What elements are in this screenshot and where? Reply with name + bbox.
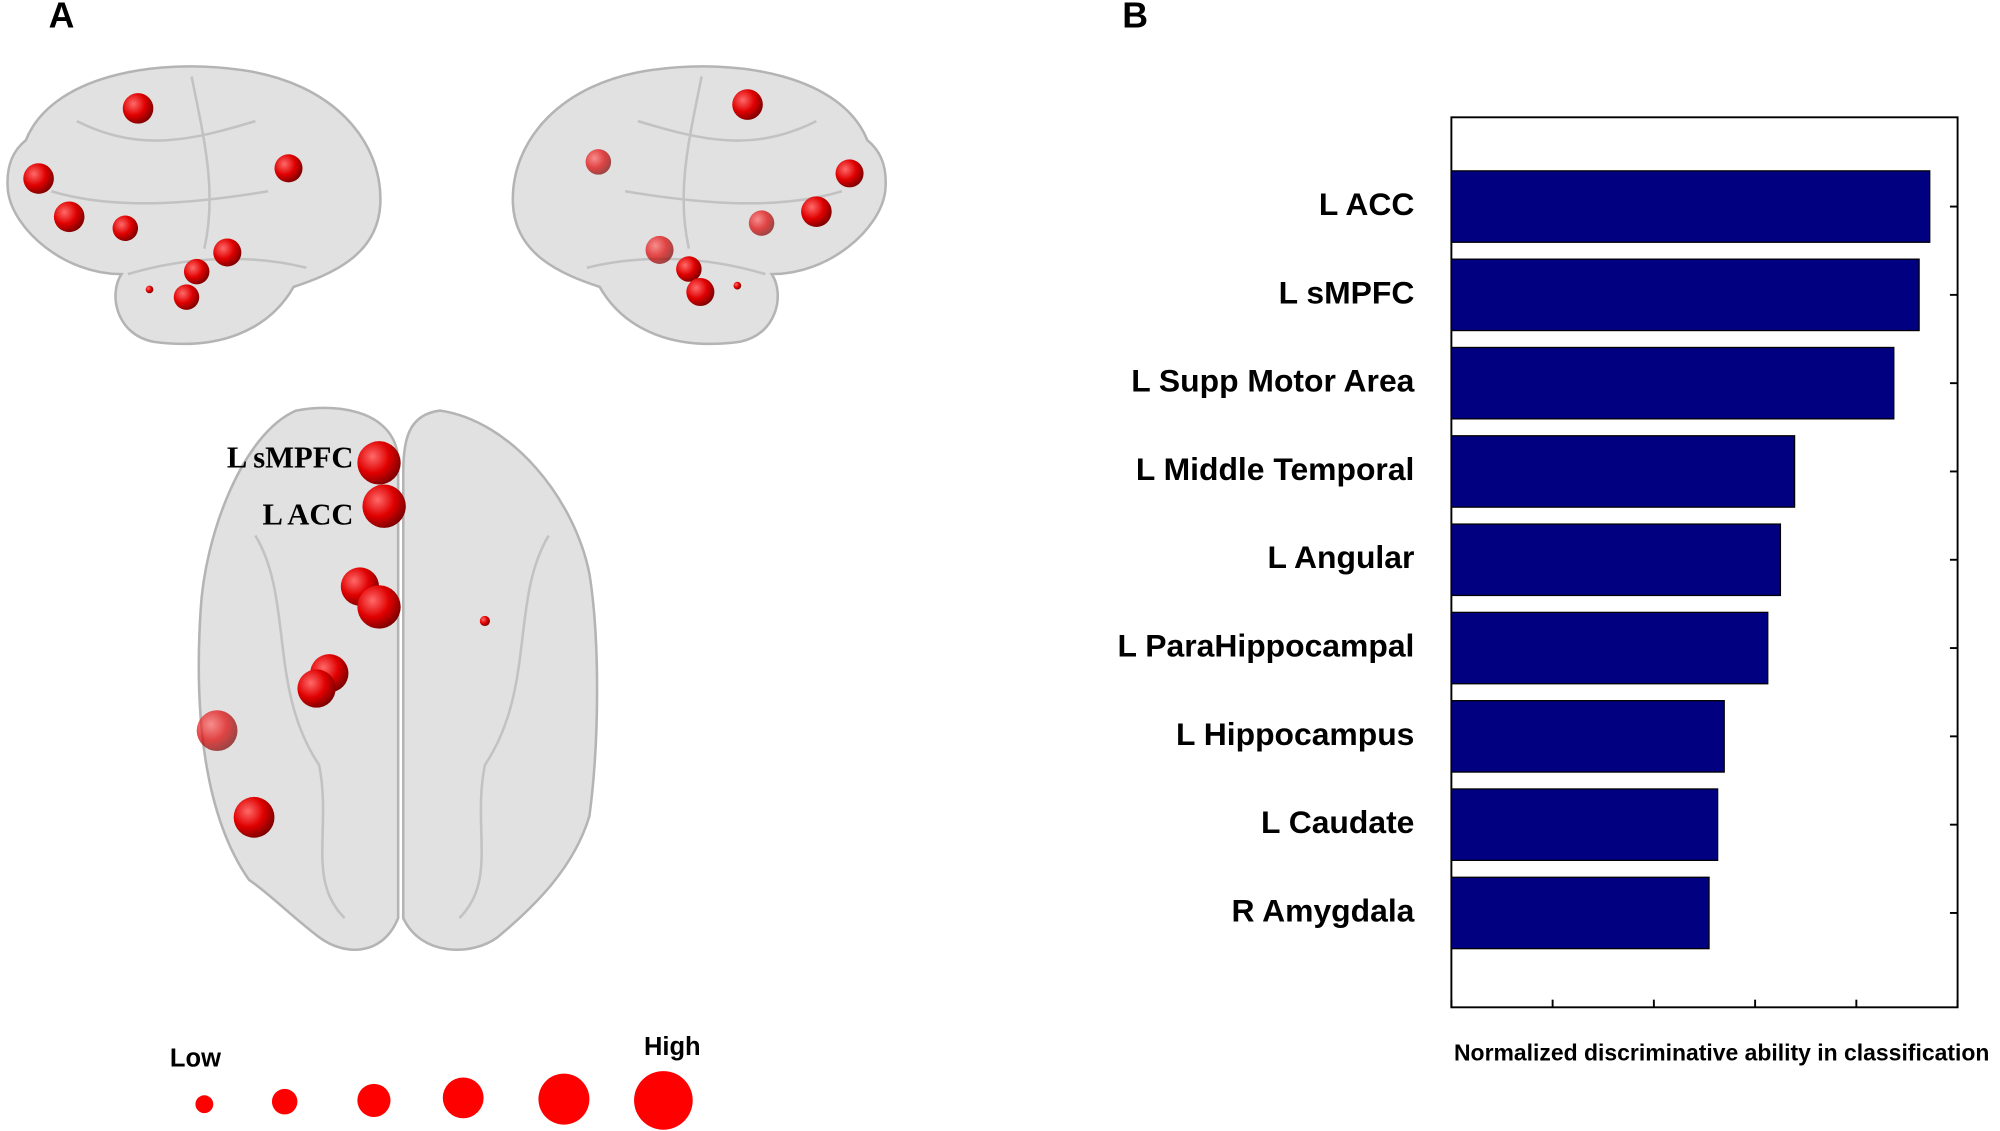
legend-low: Low [170, 1044, 221, 1072]
x-axis-label: Normalized discriminative ability in cla… [1454, 1040, 1989, 1066]
y-tick-label: L ACC [1319, 186, 1415, 222]
panel-label: A [49, 0, 75, 35]
bar [1450, 170, 1931, 243]
size-legend [195, 1071, 693, 1130]
bar [1450, 258, 1920, 332]
bar [1450, 700, 1725, 773]
bar [1450, 435, 1796, 508]
bar [1450, 346, 1895, 420]
bar [1450, 611, 1769, 685]
y-tick-label: L ParaHippocampal [1118, 627, 1415, 663]
y-tick-label: L Middle Temporal [1136, 451, 1415, 487]
bar [1450, 523, 1782, 597]
y-tick-label: R Amygdala [1231, 892, 1414, 928]
brain-label: L ACC [263, 498, 354, 532]
y-tick-label: L Angular [1267, 539, 1414, 575]
legend-high: High [644, 1033, 701, 1061]
y-tick-label: L Caudate [1261, 804, 1414, 840]
bar [1450, 876, 1710, 950]
panel-label: B [1122, 0, 1148, 35]
brain-left-lateral [6, 65, 382, 346]
bar [1450, 788, 1719, 862]
brain-nodes [23, 89, 864, 838]
y-tick-label: L Hippocampus [1176, 716, 1414, 752]
brain-right-lateral [511, 65, 888, 346]
brain-top-view [197, 406, 599, 952]
y-tick-label: L sMPFC [1279, 274, 1415, 310]
y-tick-label: L Supp Motor Area [1131, 363, 1414, 399]
brain-label: L sMPFC [227, 440, 354, 474]
